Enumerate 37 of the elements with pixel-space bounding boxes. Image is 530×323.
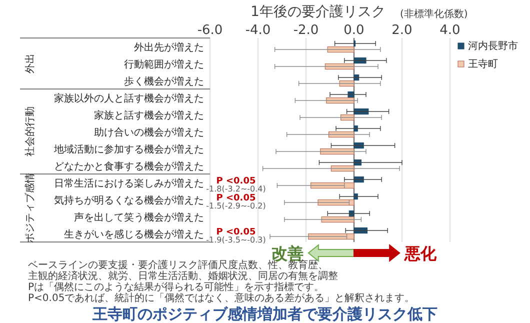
data-label: -1.8(-3.2~-0.4) [206, 184, 266, 194]
x-tick-label: 0.0 [344, 23, 364, 38]
legend-label: 河内長野市 [468, 40, 518, 52]
data-label: -1.9(-3.5~-0.3) [206, 236, 266, 244]
y-tick-label: 助け合いの機会が増えた [94, 126, 204, 138]
x-tick-label: -6.0 [197, 23, 223, 38]
y-tick-label: 家族と話す機会が増えた [94, 110, 204, 122]
x-axis-title: 1年後の要介護リスク [250, 4, 386, 20]
annotation: P <0.05 [216, 228, 256, 238]
y-tick-label: 日常生活における楽しみが増えた [54, 178, 204, 190]
y-tick-label: 生きがいを感じる機会が増えた [64, 228, 204, 240]
y-tick-label: 歩く機会が増えた [124, 76, 204, 88]
text: 社会的行動 [24, 106, 36, 156]
x-tick-label: 4.0 [440, 23, 460, 38]
x-tick-label: -2.0 [293, 23, 319, 38]
chart-subtitle: (非標準化係数) [400, 8, 468, 20]
text: 外出 [24, 54, 36, 74]
x-tick-label: 2.0 [392, 23, 412, 38]
text: Pは「偶然にこのような結果が得られる可能性」を示す指標です。 [28, 281, 324, 293]
annotation: P <0.05 [216, 194, 256, 204]
y-tick-label: 行動範囲が増えた [124, 58, 204, 70]
text: 王寺町のポジティブ感情増加者で要介護リスク低下 [92, 305, 438, 323]
y-tick-label: 気持ちが明るくなる機会が増えた [54, 194, 204, 206]
y-tick-label: 家族以外の人と話す機会が増えた [54, 92, 204, 104]
text: 主観的経済状況、就労、日常生活活動、婚姻状況、同居の有無を調整 [28, 270, 338, 282]
text: ポジティブ感情 [24, 173, 36, 243]
y-tick-label: 声を出して笑う機会が増えた [74, 212, 204, 224]
text: P<0.05であれば、統計的に「偶然ではなく、意味のある差がある」と解釈されます。 [28, 292, 415, 304]
x-tick-label: -4.0 [245, 23, 271, 38]
y-tick-label: 地域活動に参加する機会が増えた [53, 144, 204, 156]
y-tick-label: 外出先が増えた [134, 42, 204, 54]
legend-label: 王寺町 [468, 58, 498, 70]
annotation: P <0.05 [216, 176, 256, 186]
y-tick-label: どなたかと食事する機会が増えた [54, 160, 204, 172]
text: 改善 [271, 244, 304, 263]
data-label: -1.5(-2.9~-0.2) [206, 202, 266, 210]
text: 悪化 [404, 244, 438, 263]
